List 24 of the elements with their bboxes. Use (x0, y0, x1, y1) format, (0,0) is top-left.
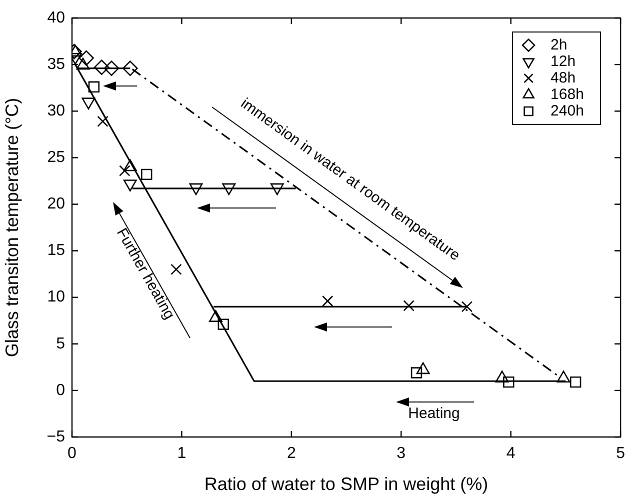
y-tick-label: 20 (47, 196, 66, 213)
y-tick-label: 5 (56, 335, 66, 352)
x-tick-label: 3 (396, 445, 406, 462)
y-tick-label: 30 (47, 102, 66, 120)
y-tick-label: −5 (46, 428, 66, 446)
x-tick-label: 0 (68, 445, 77, 462)
annotation: Heating (408, 404, 460, 422)
y-tick-label: 15 (47, 242, 66, 260)
legend-label: 12h (550, 52, 576, 70)
x-axis-title: Ratio of water to SMP in weight (%) (204, 474, 488, 494)
y-axis-title: Glass transiton temperature (°C) (2, 98, 22, 358)
legend-label: 2h (550, 36, 568, 54)
x-tick-label: 1 (177, 445, 186, 462)
y-tick-label: 40 (47, 9, 66, 26)
y-tick-label: 25 (47, 149, 66, 166)
x-tick-label: 2 (286, 445, 296, 462)
legend-label: 240h (550, 102, 584, 120)
y-tick-label: 35 (47, 56, 66, 73)
x-tick-label: 4 (506, 445, 516, 462)
y-tick-label: 10 (47, 288, 66, 306)
legend-label: 168h (550, 86, 584, 103)
x-tick-label: 5 (616, 445, 626, 462)
y-tick-label: 0 (56, 382, 66, 399)
legend-label: 48h (550, 69, 576, 86)
